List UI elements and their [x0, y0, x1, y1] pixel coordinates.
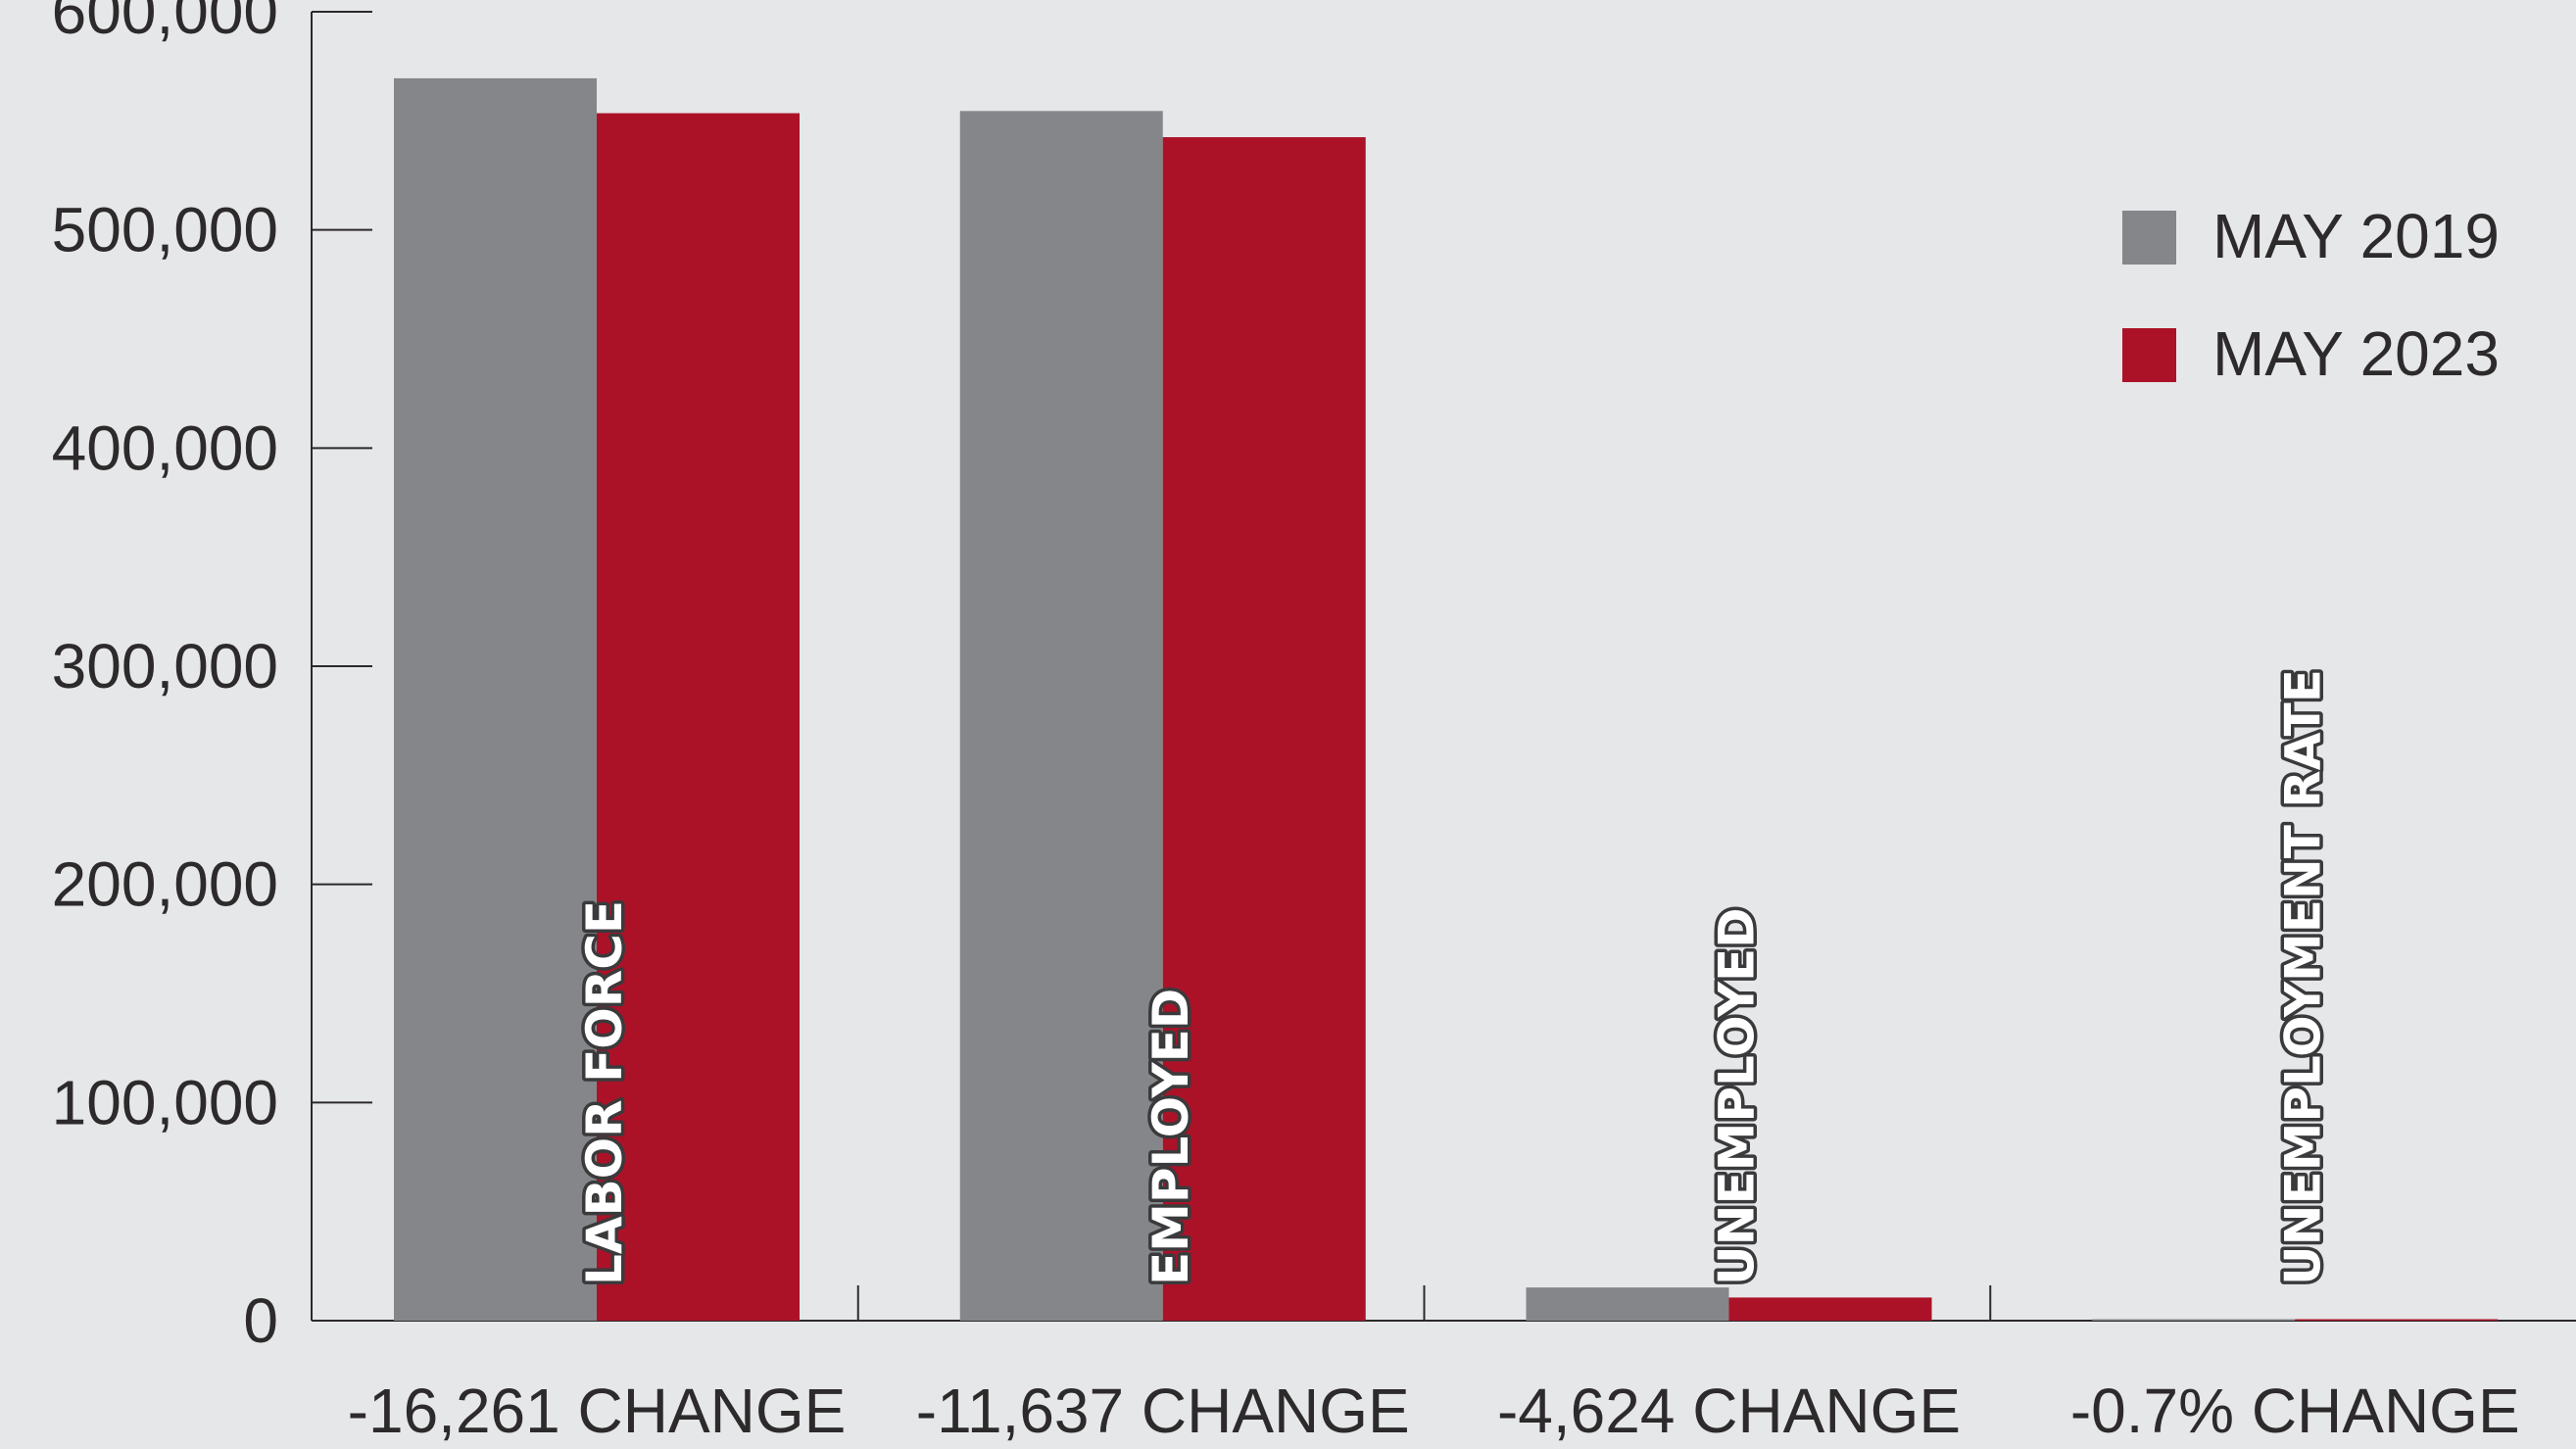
category-label: EMPLOYED — [1142, 989, 1199, 1285]
bar-may-2023-3 — [2295, 1319, 2499, 1321]
x-tick-label: -16,261 CHANGE — [348, 1376, 847, 1446]
bars — [394, 77, 2499, 1322]
y-tick-label: 500,000 — [52, 195, 278, 266]
y-tick-label: 100,000 — [52, 1067, 278, 1137]
x-tick-label: -4,624 CHANGE — [1497, 1376, 1961, 1446]
bar-may-2023-2 — [1728, 1297, 1932, 1321]
bar-may-2019-3 — [2092, 1319, 2296, 1321]
category-label: LABOR FORCE — [576, 900, 633, 1285]
legend: MAY 2019 MAY 2023 — [2122, 201, 2500, 389]
category-label: UNEMPLOYMENT RATE — [2274, 669, 2331, 1285]
legend-label: MAY 2019 — [2212, 201, 2500, 271]
x-tick-label: -0.7% CHANGE — [2070, 1376, 2520, 1446]
y-tick-label: 0 — [243, 1285, 278, 1356]
bar-may-2023-0 — [597, 113, 800, 1321]
bar-may-2023-1 — [1162, 137, 1366, 1322]
legend-swatch-may-2019 — [2122, 211, 2176, 265]
x-tick-labels: -16,261 CHANGE -11,637 CHANGE -4,624 CHANG… — [348, 1376, 2520, 1446]
bar-may-2019-2 — [1526, 1287, 1729, 1321]
y-tick-label: 600,000 — [52, 0, 278, 47]
y-tick-label: 400,000 — [52, 412, 278, 483]
bar-may-2019-1 — [959, 111, 1163, 1321]
y-tick-labels: 0 100,000 200,000 300,000 400,000 500,000 600,… — [52, 0, 278, 1356]
legend-label: MAY 2023 — [2212, 318, 2500, 389]
bar-may-2019-0 — [394, 77, 597, 1321]
category-labels: LABOR FORCE EMPLOYED UNEMPLOYED UNEMPLOYMEN… — [573, 666, 2335, 1289]
legend-swatch-may-2023 — [2122, 328, 2176, 382]
y-tick-label: 300,000 — [52, 631, 278, 701]
x-tick-label: -11,637 CHANGE — [916, 1376, 1410, 1446]
category-label: UNEMPLOYED — [1709, 907, 1766, 1285]
y-tick-label: 200,000 — [52, 849, 278, 920]
